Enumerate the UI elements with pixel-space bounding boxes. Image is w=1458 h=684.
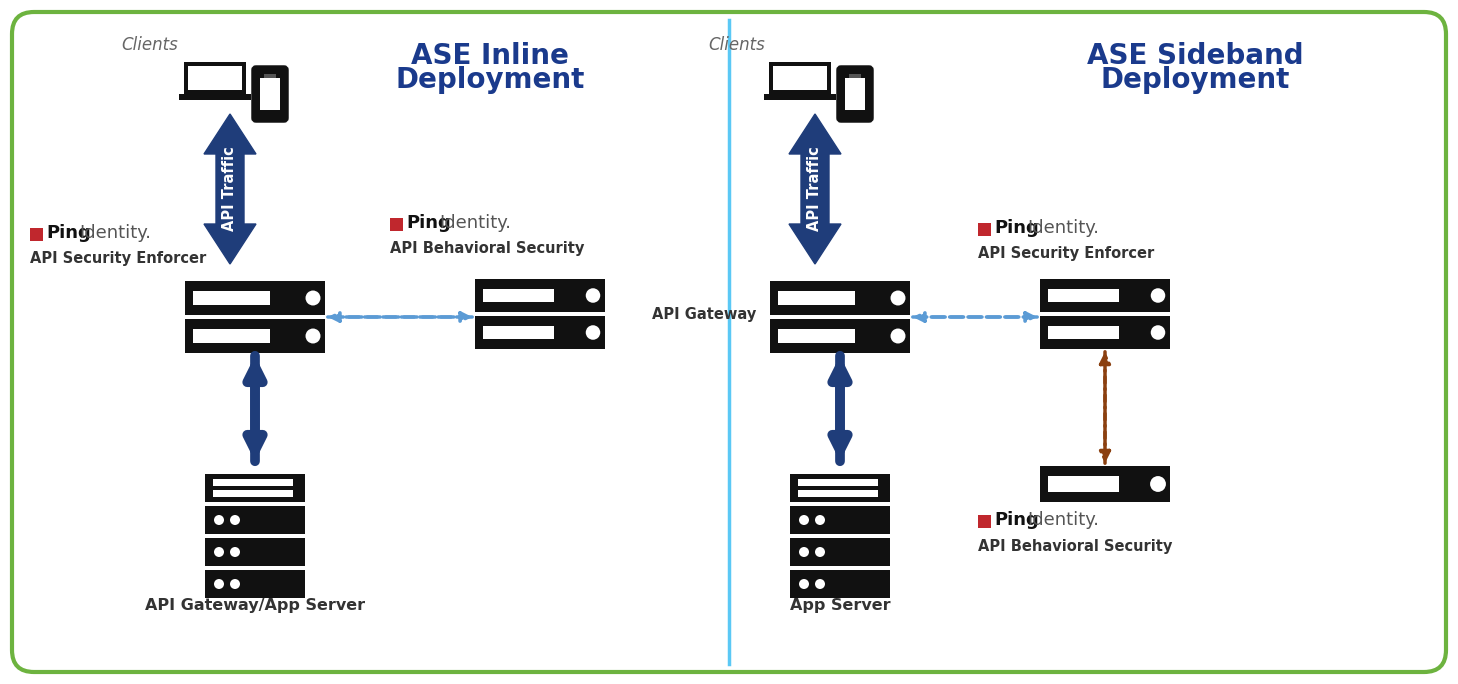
Bar xyxy=(770,319,910,353)
Bar xyxy=(206,506,305,534)
Bar xyxy=(206,570,305,598)
Bar xyxy=(770,281,910,315)
Text: API Traffic: API Traffic xyxy=(808,146,822,231)
Bar xyxy=(483,289,554,302)
Circle shape xyxy=(799,547,809,557)
Circle shape xyxy=(815,547,825,557)
Circle shape xyxy=(230,547,241,557)
Bar xyxy=(206,474,305,502)
Circle shape xyxy=(799,579,809,589)
Text: Deployment: Deployment xyxy=(1101,66,1290,94)
Bar xyxy=(846,78,865,110)
Circle shape xyxy=(1150,325,1165,340)
Bar xyxy=(790,538,889,566)
Bar xyxy=(192,329,270,343)
Bar xyxy=(475,279,605,312)
Bar xyxy=(260,78,280,110)
Polygon shape xyxy=(789,114,841,264)
Bar xyxy=(31,228,42,241)
Text: Ping: Ping xyxy=(405,214,451,232)
Bar xyxy=(790,506,889,534)
Bar xyxy=(978,222,991,235)
Bar xyxy=(790,570,889,598)
Bar xyxy=(798,479,878,486)
Text: ASE Inline: ASE Inline xyxy=(411,42,569,70)
Circle shape xyxy=(214,515,225,525)
Text: API Behavioral Security: API Behavioral Security xyxy=(389,241,585,256)
Text: Ping: Ping xyxy=(47,224,90,242)
Circle shape xyxy=(1150,288,1165,303)
Circle shape xyxy=(214,547,225,557)
Circle shape xyxy=(230,579,241,589)
Bar xyxy=(264,74,276,78)
Bar xyxy=(779,291,854,305)
Circle shape xyxy=(891,328,905,343)
Bar xyxy=(1040,279,1169,312)
Text: Ping: Ping xyxy=(994,511,1038,529)
Bar xyxy=(213,490,293,497)
Bar xyxy=(185,281,325,315)
Text: Identity.: Identity. xyxy=(1026,219,1099,237)
Text: Deployment: Deployment xyxy=(395,66,585,94)
Bar xyxy=(185,319,325,353)
Bar xyxy=(978,514,991,527)
Text: Clients: Clients xyxy=(709,36,765,54)
Text: Ping: Ping xyxy=(994,219,1038,237)
Circle shape xyxy=(306,328,321,343)
Text: API Traffic: API Traffic xyxy=(223,146,238,231)
Circle shape xyxy=(815,579,825,589)
Bar xyxy=(768,62,831,94)
Bar xyxy=(849,74,862,78)
Text: Identity.: Identity. xyxy=(79,224,152,242)
Bar xyxy=(790,474,889,502)
Circle shape xyxy=(586,288,601,303)
Circle shape xyxy=(815,515,825,525)
Circle shape xyxy=(891,291,905,306)
Text: Identity.: Identity. xyxy=(439,214,512,232)
FancyBboxPatch shape xyxy=(12,12,1446,672)
Polygon shape xyxy=(204,114,257,264)
Text: API Security Enforcer: API Security Enforcer xyxy=(978,246,1155,261)
Bar xyxy=(184,62,246,94)
Circle shape xyxy=(799,515,809,525)
Bar xyxy=(192,291,270,305)
Bar xyxy=(764,94,835,100)
Bar xyxy=(213,479,293,486)
Bar xyxy=(773,66,827,90)
Bar xyxy=(475,316,605,349)
Bar xyxy=(1048,477,1120,492)
Circle shape xyxy=(306,291,321,306)
Text: App Server: App Server xyxy=(790,598,891,613)
Text: API Security Enforcer: API Security Enforcer xyxy=(31,251,206,266)
Circle shape xyxy=(214,579,225,589)
Text: API Behavioral Security: API Behavioral Security xyxy=(978,539,1172,554)
Bar xyxy=(1048,326,1120,339)
Bar xyxy=(779,329,854,343)
Text: API Gateway/App Server: API Gateway/App Server xyxy=(144,598,364,613)
Text: API Gateway: API Gateway xyxy=(652,306,757,321)
Text: ASE Sideband: ASE Sideband xyxy=(1086,42,1303,70)
Bar xyxy=(483,326,554,339)
Bar xyxy=(188,66,242,90)
Circle shape xyxy=(1150,476,1166,492)
Bar xyxy=(389,218,402,231)
Text: Identity.: Identity. xyxy=(1026,511,1099,529)
Circle shape xyxy=(230,515,241,525)
Bar xyxy=(1040,466,1169,502)
Bar xyxy=(1048,289,1120,302)
Text: Clients: Clients xyxy=(121,36,178,54)
Bar xyxy=(179,94,251,100)
FancyBboxPatch shape xyxy=(254,67,287,121)
Bar xyxy=(1040,316,1169,349)
Circle shape xyxy=(586,325,601,340)
Bar xyxy=(798,490,878,497)
FancyBboxPatch shape xyxy=(838,67,872,121)
Bar xyxy=(206,538,305,566)
